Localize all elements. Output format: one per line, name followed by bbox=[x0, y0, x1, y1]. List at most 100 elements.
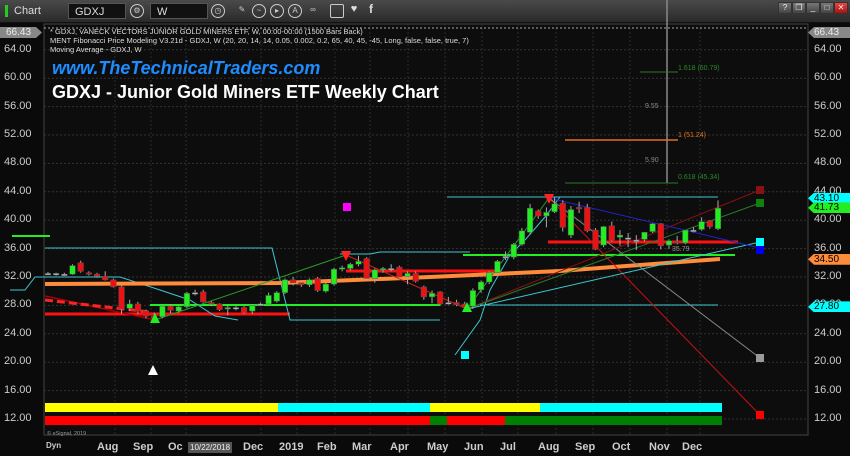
facebook-icon[interactable]: f bbox=[369, 2, 373, 16]
pencil-icon[interactable]: ✎ bbox=[238, 5, 246, 14]
price-tick-right: 20.00 bbox=[814, 355, 842, 368]
link-icon[interactable]: ∞ bbox=[310, 5, 316, 14]
price-tick-left: 60.00 bbox=[4, 71, 32, 84]
time-tick: Oc bbox=[168, 441, 183, 453]
candle bbox=[714, 200, 722, 231]
candle-body bbox=[53, 273, 60, 276]
study-icon[interactable]: ~ bbox=[252, 4, 266, 18]
symbol-settings-icon[interactable]: ⚙ bbox=[130, 4, 144, 18]
time-tick: Oct bbox=[612, 441, 631, 453]
signal-bar-segment bbox=[430, 416, 447, 425]
candle-body bbox=[306, 279, 313, 286]
price-tick-left: 12.00 bbox=[4, 412, 32, 424]
fib-label: 1.618 (60.79) bbox=[678, 64, 720, 72]
candle-body bbox=[396, 266, 403, 278]
twitter-icon[interactable]: ♥ bbox=[350, 3, 358, 15]
dyn-label: Dyn bbox=[46, 441, 62, 450]
candle-body bbox=[690, 229, 697, 232]
candle bbox=[608, 221, 615, 242]
candle bbox=[428, 290, 436, 304]
candle bbox=[126, 299, 133, 312]
candle-body bbox=[535, 210, 542, 217]
signal-marker-square bbox=[343, 203, 351, 211]
candle bbox=[339, 265, 346, 272]
fib-label: 1 (51.24) bbox=[678, 132, 707, 140]
candle-body bbox=[657, 223, 664, 247]
help-button[interactable]: ? bbox=[778, 2, 792, 14]
signal-marker-square bbox=[756, 186, 764, 194]
candle-body bbox=[142, 310, 150, 317]
price-badge-left: 66.43 bbox=[0, 27, 42, 39]
comment-icon[interactable] bbox=[330, 4, 344, 18]
restore-button[interactable]: ❐ bbox=[792, 2, 806, 14]
price-tick-right: 60.00 bbox=[814, 71, 842, 84]
candle-body bbox=[192, 292, 199, 295]
candle-body bbox=[290, 279, 297, 283]
candle bbox=[265, 292, 272, 306]
candle bbox=[404, 271, 411, 285]
candle-body bbox=[633, 239, 640, 242]
candle bbox=[518, 228, 525, 246]
price-tick-left: 56.00 bbox=[4, 99, 32, 112]
cyan-projection-line bbox=[466, 241, 761, 310]
clock-icon[interactable]: ◷ bbox=[211, 4, 225, 18]
candle-body bbox=[527, 207, 534, 233]
candle bbox=[469, 288, 476, 309]
play-icon[interactable]: ▸ bbox=[270, 4, 284, 18]
candle-body bbox=[543, 212, 550, 217]
candle bbox=[600, 225, 607, 248]
candle-body bbox=[682, 229, 689, 244]
alert-icon[interactable]: A bbox=[288, 4, 302, 18]
candle bbox=[53, 272, 60, 276]
candle bbox=[543, 207, 550, 228]
candle-body bbox=[576, 207, 583, 210]
candle bbox=[657, 223, 664, 250]
minimize-button[interactable]: _ bbox=[806, 2, 820, 14]
status-indicator bbox=[5, 5, 8, 17]
signal-marker-square bbox=[756, 246, 764, 254]
candle bbox=[682, 229, 689, 245]
candle bbox=[453, 299, 460, 307]
candle-body bbox=[363, 258, 370, 279]
price-tick-left: 20.00 bbox=[4, 355, 32, 368]
interval-select[interactable]: W bbox=[150, 3, 208, 19]
candle-body bbox=[518, 230, 525, 245]
price-tick-left: 36.00 bbox=[4, 241, 32, 254]
candle bbox=[665, 239, 673, 249]
symbol-select[interactable]: GDXJ bbox=[68, 3, 126, 19]
candle-body bbox=[379, 268, 387, 271]
candle bbox=[674, 235, 681, 245]
time-tick: Dec bbox=[243, 441, 264, 453]
close-button[interactable]: ✕ bbox=[834, 2, 848, 14]
candle bbox=[486, 271, 493, 285]
candle bbox=[698, 217, 705, 231]
cursor-date-label: 10/22/2018 bbox=[188, 442, 233, 453]
candle-body bbox=[649, 223, 656, 232]
trend-bar-segment bbox=[45, 403, 278, 412]
time-tick: Dec bbox=[682, 441, 703, 453]
time-tick: Sep bbox=[133, 441, 154, 453]
price-badge: 34.50 bbox=[808, 253, 850, 265]
candle bbox=[355, 255, 362, 267]
candle-body bbox=[298, 282, 305, 286]
time-tick: Jul bbox=[500, 441, 516, 453]
candle-body bbox=[249, 305, 256, 312]
candle-body bbox=[134, 303, 141, 312]
candle bbox=[134, 301, 141, 314]
candle-body bbox=[502, 256, 509, 259]
maximize-button[interactable]: □ bbox=[820, 2, 834, 14]
candle bbox=[494, 259, 501, 275]
candle-body bbox=[608, 225, 615, 241]
candle bbox=[85, 271, 92, 276]
price-tick-left: 40.00 bbox=[4, 213, 32, 226]
candle bbox=[420, 285, 427, 300]
candle-body bbox=[93, 273, 101, 277]
candle-body bbox=[200, 291, 207, 303]
candle bbox=[477, 280, 485, 293]
candle bbox=[273, 291, 280, 303]
price-tick-left: 44.00 bbox=[4, 184, 32, 197]
gray-projection-line bbox=[548, 197, 761, 359]
signal-marker-square bbox=[756, 199, 764, 207]
candle bbox=[633, 235, 640, 251]
